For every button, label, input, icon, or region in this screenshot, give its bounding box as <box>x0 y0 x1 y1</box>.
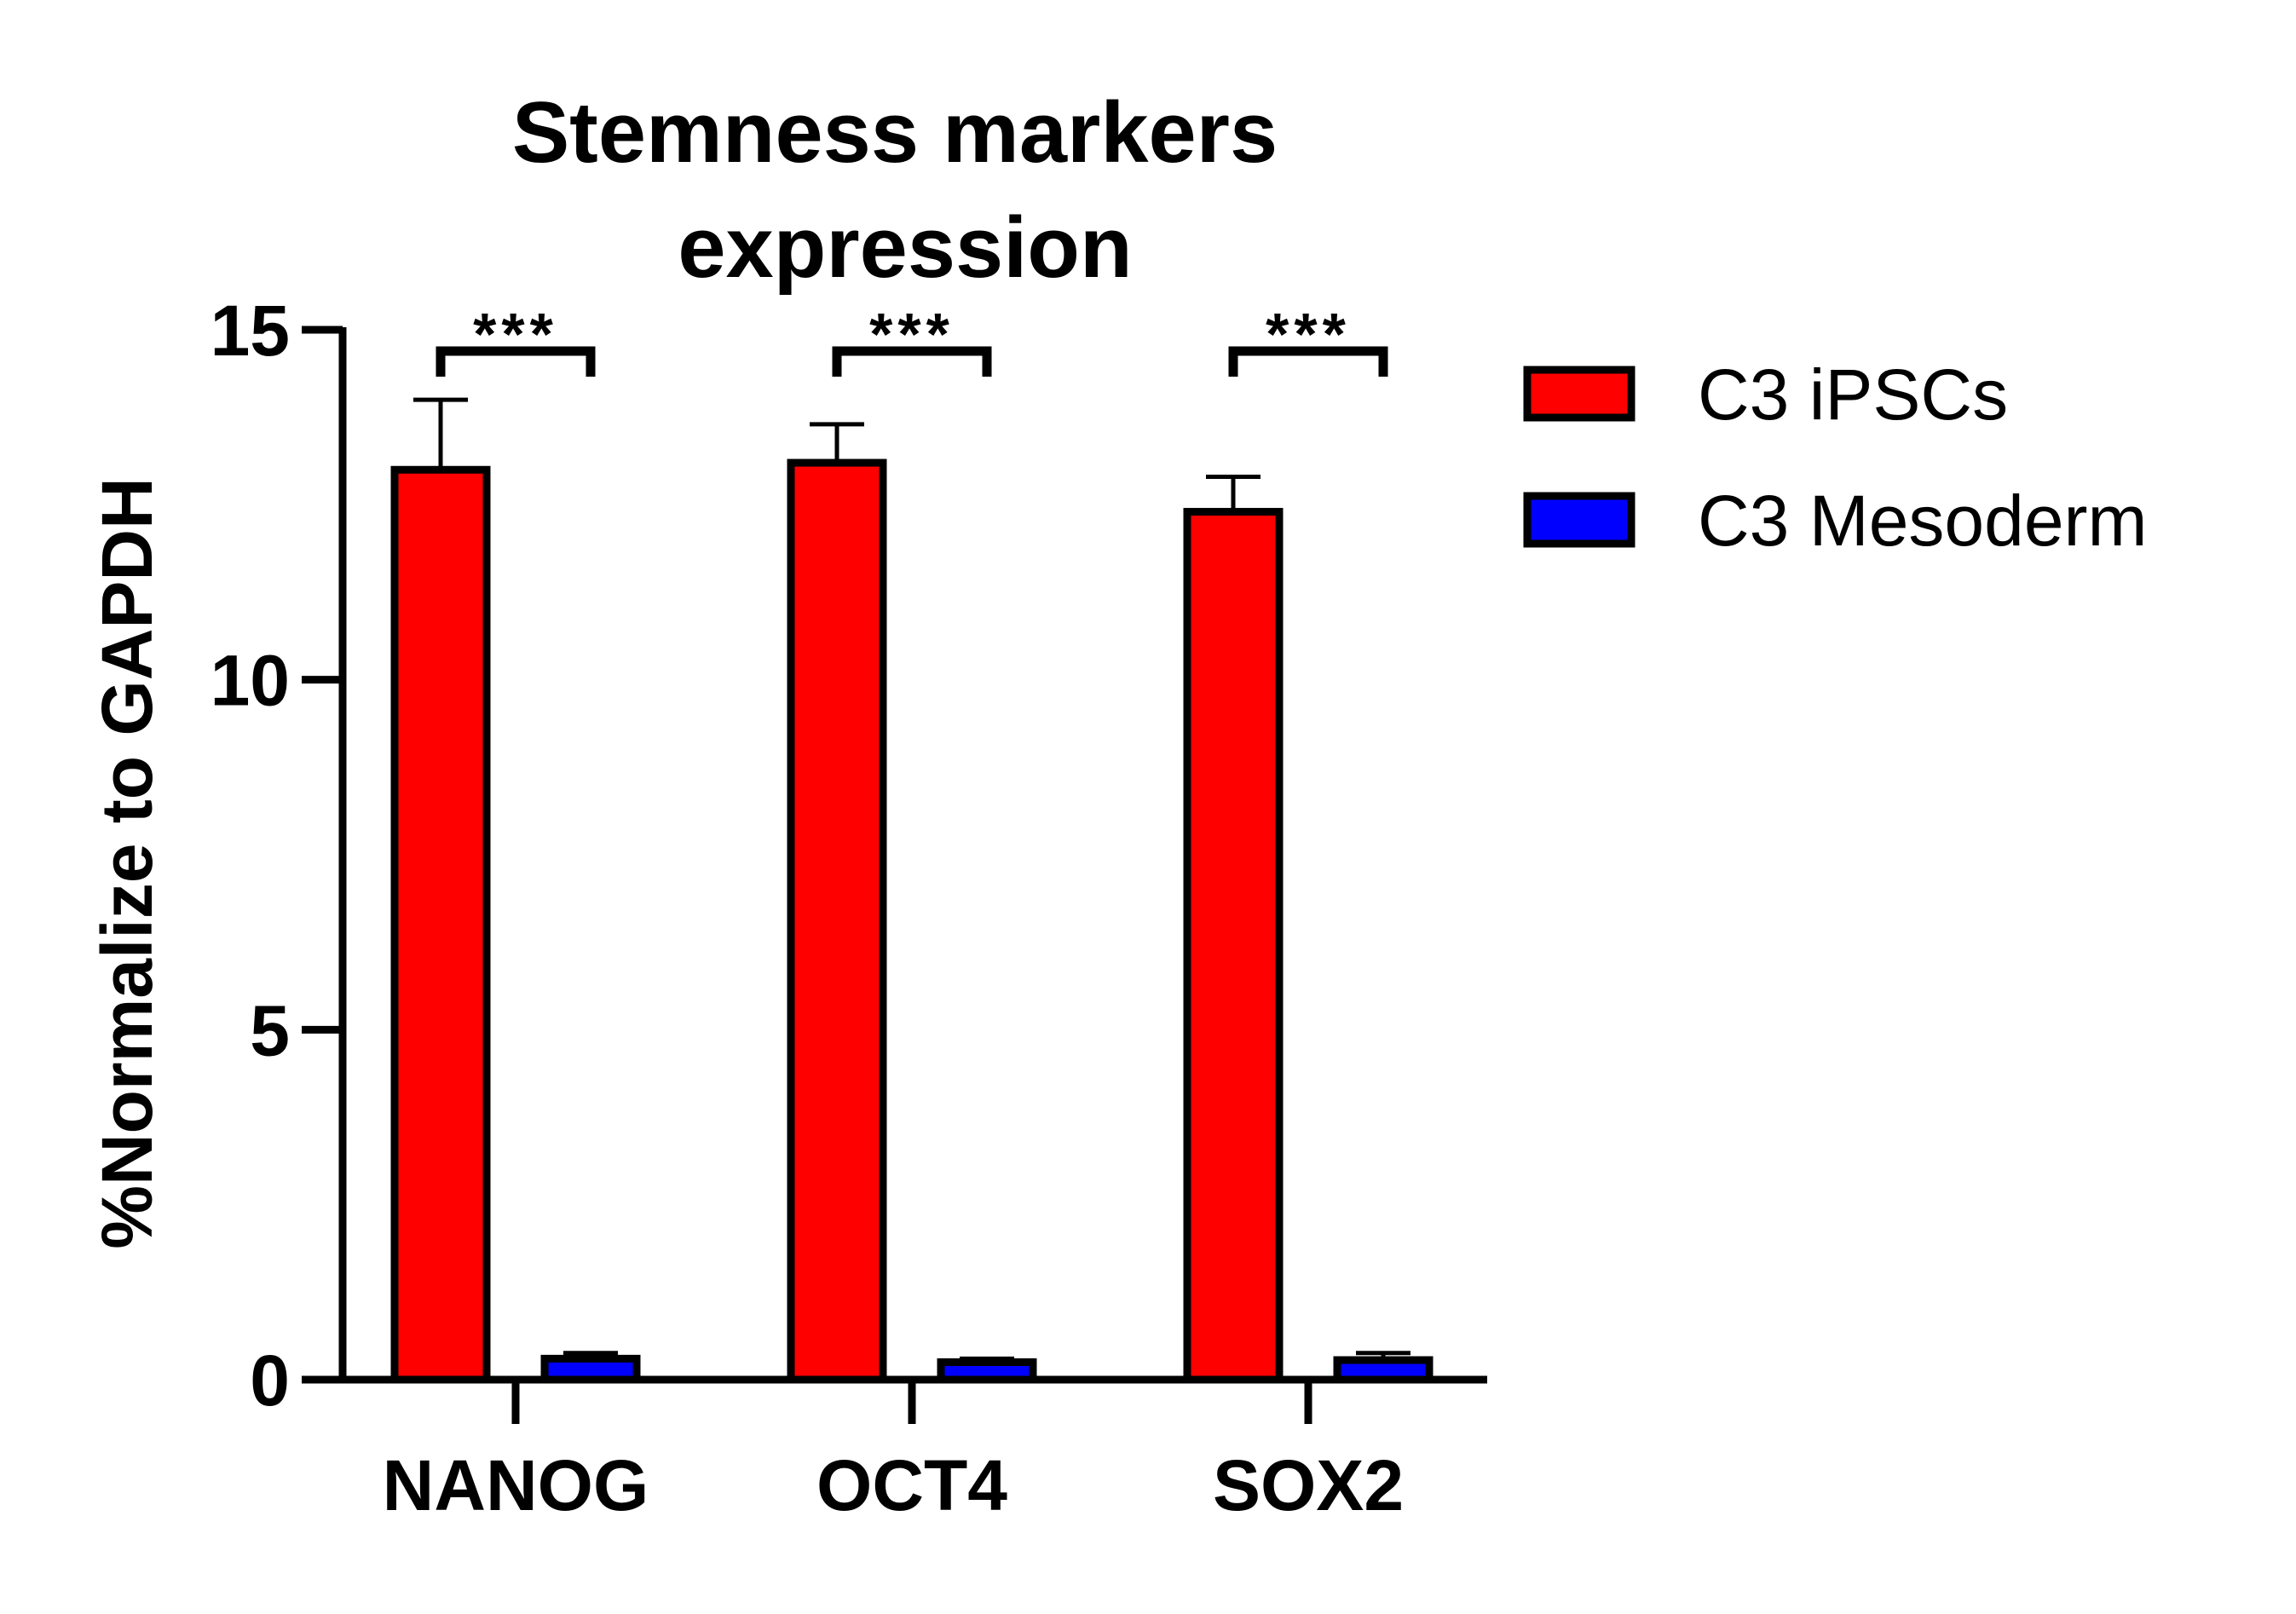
legend-swatch-c3-mesoderm <box>1523 492 1635 548</box>
x-tick-label-nanog: NANOG <box>383 1445 649 1525</box>
bar-c3-ipscs-oct4 <box>787 458 887 1384</box>
chart-title-line-2: expression <box>678 200 1132 296</box>
chart-title-line-1: Stemness markers <box>512 85 1278 181</box>
legend-label-c3-ipscs: C3 iPSCs <box>1698 355 2008 435</box>
significance-bracket-nanog <box>436 346 596 377</box>
bar-c3-ipscs-nanog <box>390 465 491 1384</box>
x-tick-label-sox2: SOX2 <box>1213 1445 1404 1525</box>
significance-label-nanog: *** <box>473 301 558 367</box>
bar-c3-mesoderm-nanog <box>540 1354 641 1384</box>
y-tick-label-0: 0 <box>250 1340 290 1421</box>
y-axis-title: %Normalize to GAPDH <box>87 477 167 1248</box>
legend-label-c3-mesoderm: C3 Mesoderm <box>1698 481 2148 561</box>
significance-label-sox2: *** <box>1266 301 1351 367</box>
bar-c3-ipscs-sox2 <box>1183 508 1284 1384</box>
y-tick-label-15: 15 <box>211 291 290 371</box>
x-tick-label-oct4: OCT4 <box>816 1445 1007 1525</box>
bar-c3-mesoderm-sox2 <box>1333 1356 1434 1384</box>
y-tick-label-10: 10 <box>211 641 290 721</box>
significance-bracket-sox2 <box>1228 346 1388 377</box>
significance-bracket-oct4 <box>832 346 992 377</box>
legend-swatch-c3-ipscs <box>1523 366 1635 422</box>
bar-c3-mesoderm-oct4 <box>937 1357 1037 1384</box>
significance-label-oct4: *** <box>869 301 955 367</box>
y-tick-label-5: 5 <box>250 990 290 1070</box>
